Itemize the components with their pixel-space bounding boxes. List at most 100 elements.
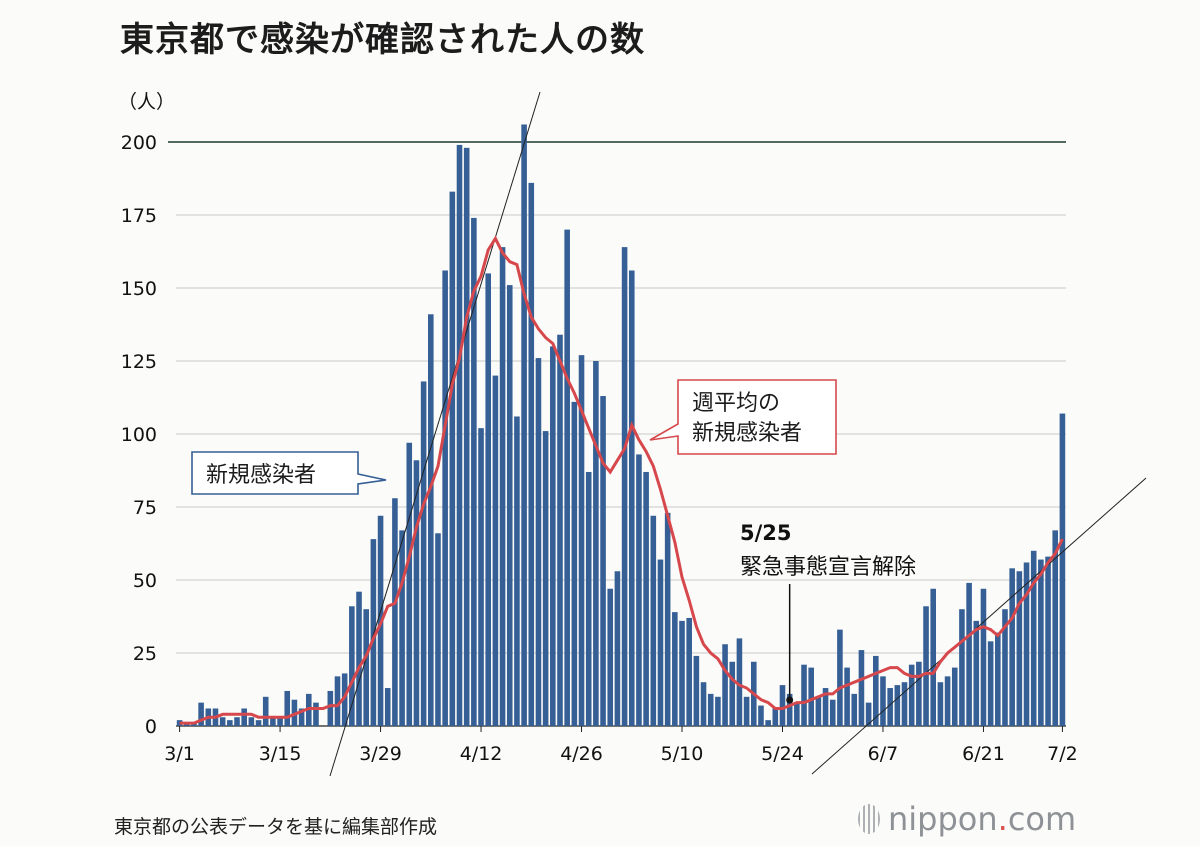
- bar: [621, 247, 628, 726]
- bar: [873, 655, 879, 726]
- bar: [370, 539, 377, 726]
- x-tick-label: 5/10: [661, 743, 704, 765]
- bar: [528, 182, 535, 726]
- bar: [449, 191, 456, 726]
- bar: [736, 638, 743, 726]
- bar: [844, 667, 850, 726]
- bar: [822, 688, 829, 726]
- bar: [722, 644, 728, 726]
- bar: [779, 685, 786, 726]
- bar: [356, 591, 362, 726]
- bar: [298, 708, 305, 726]
- bar: [564, 229, 570, 726]
- bar: [1009, 568, 1015, 726]
- x-tick-label: 6/21: [962, 743, 1005, 765]
- bar: [1023, 562, 1030, 726]
- bar: [729, 661, 736, 726]
- bar: [808, 667, 814, 726]
- bar: [270, 717, 276, 726]
- source-note: 東京都の公表データを基に編集部作成: [114, 816, 438, 838]
- bar: [664, 512, 671, 726]
- bar: [413, 460, 420, 726]
- bar: [227, 720, 233, 726]
- bar: [255, 720, 262, 726]
- bar: [514, 416, 520, 726]
- bar: [219, 717, 226, 726]
- brand-suffix: com: [1007, 800, 1077, 838]
- callout-label-line2: 新規感染者: [692, 421, 802, 446]
- brand-logo[interactable]: nippon. com: [858, 800, 1076, 838]
- bar: [313, 702, 319, 726]
- callout-label: 新規感染者: [206, 463, 316, 488]
- bar: [693, 655, 700, 726]
- bar: [672, 612, 678, 726]
- x-tick-label: 4/12: [460, 743, 503, 765]
- bar: [471, 217, 477, 727]
- trend-line-rise: [329, 91, 541, 777]
- bar: [234, 717, 240, 726]
- bar: [966, 582, 972, 726]
- y-tick-label: 75: [133, 497, 157, 519]
- bar: [636, 454, 642, 726]
- annotation-date: 5/25: [740, 521, 792, 545]
- bar: [593, 361, 599, 726]
- bar: [772, 708, 779, 726]
- bar: [700, 682, 707, 726]
- bar: [837, 629, 843, 726]
- bar: [198, 702, 204, 726]
- callout-label-line1: 週平均の: [692, 391, 780, 416]
- bar: [349, 606, 355, 726]
- bar: [1045, 556, 1051, 726]
- bar: [930, 588, 937, 726]
- bar: [420, 381, 427, 726]
- bar: [686, 617, 692, 726]
- bars: [176, 124, 1066, 727]
- bar: [535, 358, 542, 726]
- bar: [399, 530, 405, 726]
- annotation-dot: [786, 696, 794, 704]
- y-tick-label: 25: [133, 643, 157, 665]
- bar: [499, 247, 506, 726]
- bar: [628, 270, 635, 726]
- bar: [880, 676, 886, 726]
- bar: [550, 346, 556, 726]
- bar: [865, 702, 872, 726]
- bar: [987, 641, 994, 726]
- bar: [578, 355, 585, 726]
- trend-lines: [329, 91, 1147, 777]
- y-tick-label: 200: [121, 132, 157, 154]
- bar: [829, 699, 836, 726]
- bar: [176, 720, 183, 726]
- x-tick-label: 3/29: [359, 743, 402, 765]
- series-line-weekly-average: [179, 235, 1064, 725]
- bar: [571, 401, 578, 726]
- bar: [901, 682, 908, 726]
- bar: [679, 620, 685, 726]
- callout-new-cases: 新規感染者: [191, 451, 387, 495]
- bar: [1030, 550, 1037, 726]
- bar: [1002, 609, 1008, 726]
- trend-line-second-wave: [811, 477, 1147, 775]
- x-tick-label: 4/26: [560, 743, 603, 765]
- x-axis: 3/1 3/15 3/29 4/12 4/26 5/10 5/24 6/7 6/21 7/2: [164, 726, 1078, 765]
- chart-title: 東京都で感染が確認された人の数: [120, 20, 645, 60]
- annotation-text: 緊急事態宣言解除: [740, 555, 916, 580]
- bar: [851, 693, 858, 726]
- x-tick-label: 3/15: [259, 743, 302, 765]
- bar: [765, 720, 771, 726]
- bar: [951, 667, 958, 726]
- bar: [334, 676, 341, 726]
- brand-dot: .: [997, 800, 1008, 838]
- bar: [887, 688, 893, 726]
- y-axis-label: （人）: [118, 91, 175, 113]
- bar: [657, 559, 664, 726]
- bar: [428, 314, 434, 726]
- y-tick-label: 125: [121, 351, 157, 373]
- bar: [585, 471, 592, 726]
- bar: [1038, 559, 1044, 726]
- nippon-logo-icon: [858, 804, 880, 834]
- bar: [916, 661, 922, 726]
- bar: [794, 702, 800, 726]
- x-tick-label: 3/1: [164, 743, 195, 765]
